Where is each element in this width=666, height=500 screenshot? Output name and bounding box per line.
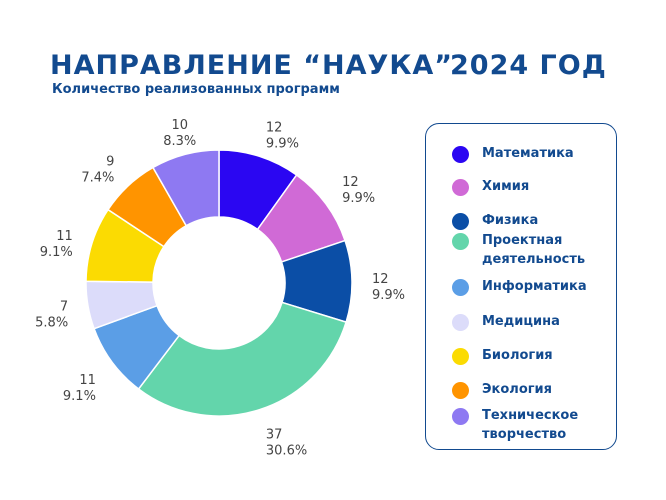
legend-swatch	[452, 233, 469, 250]
legend-swatch	[452, 408, 469, 425]
legend-label: Медицина	[482, 314, 560, 329]
donut-slice	[137, 301, 348, 417]
legend-label: Химия	[482, 179, 530, 194]
data-label-percent: 9.1%	[40, 245, 73, 260]
data-label-percent: 8.3%	[163, 134, 196, 149]
data-label-percent: 9.9%	[266, 136, 299, 151]
data-label-value: 7	[60, 300, 68, 315]
data-label-value: 12	[342, 175, 359, 190]
legend-label: Проектная деятельность	[482, 233, 586, 267]
legend-swatch	[452, 279, 469, 296]
donut-slice	[151, 149, 220, 227]
legend-label: Физика	[482, 213, 539, 228]
data-label-percent: 9.9%	[342, 191, 375, 206]
legend-swatch	[452, 314, 469, 331]
legend-label: Экология	[482, 382, 552, 397]
data-label-value: 11	[79, 373, 96, 388]
legend: Математика Химия Физика Проектная деятельно…	[425, 123, 617, 450]
data-label-percent: 5.8%	[35, 316, 68, 331]
legend-label: Техническое творчество	[482, 408, 579, 442]
data-label-value: 9	[106, 154, 114, 169]
legend-swatch	[452, 146, 469, 163]
legend-swatch	[452, 213, 469, 230]
chart-subtitle: Количество реализованных программ	[52, 82, 340, 97]
data-label-percent: 7.4%	[81, 170, 114, 185]
legend-label: Математика	[482, 146, 574, 161]
chart-year: 2024 ГОД	[450, 50, 607, 81]
data-label-value: 37	[266, 428, 283, 443]
data-label-value: 12	[372, 272, 389, 287]
legend-swatch	[452, 348, 469, 365]
data-label-value: 11	[56, 229, 73, 244]
data-label-value: 10	[171, 118, 188, 133]
legend-swatch	[452, 179, 469, 196]
data-label-value: 12	[266, 120, 283, 135]
legend-swatch	[452, 382, 469, 399]
legend-label: Биология	[482, 348, 553, 363]
chart-title: НАПРАВЛЕНИЕ “НАУКА”	[50, 50, 454, 81]
data-label-percent: 30.6%	[266, 444, 307, 459]
legend-label: Информатика	[482, 279, 587, 294]
data-label-percent: 9.1%	[63, 389, 96, 404]
data-label-percent: 9.9%	[372, 288, 405, 303]
